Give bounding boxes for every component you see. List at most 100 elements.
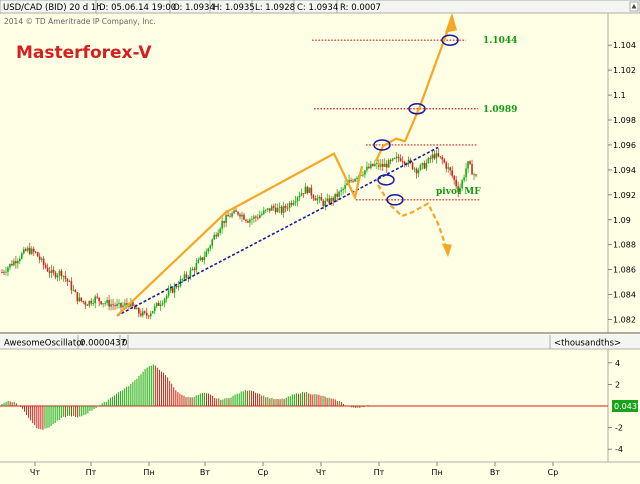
candle-body [308, 187, 311, 193]
candle-body [340, 190, 342, 192]
candle-body [350, 180, 352, 181]
candle-body [70, 281, 73, 291]
candle-body [64, 275, 67, 279]
candle-body [46, 267, 49, 272]
time-tick-label: Ср [548, 468, 559, 477]
analysis-overlays: 1.1044 1.0989 pivot MF [116, 12, 517, 317]
time-tick-label: Вт [490, 468, 500, 477]
candle-body [310, 187, 313, 196]
osc-tick-label: 4 [615, 359, 620, 368]
candle-body [330, 197, 333, 204]
candle-body [393, 158, 396, 159]
candle-body [465, 168, 467, 178]
candle-body [30, 248, 33, 254]
candle-body [213, 234, 216, 240]
candle-body [374, 163, 376, 166]
candle-body [354, 178, 356, 182]
candle-body [217, 232, 219, 237]
price-tick-label: 1.096 [613, 141, 636, 150]
candle-body [145, 312, 148, 316]
candle-body [368, 166, 370, 169]
price-tick-label: 1.1 [613, 91, 626, 100]
level-marker [441, 34, 459, 46]
time-tick-label: Пт [374, 468, 385, 477]
candle-body [169, 288, 172, 291]
candle-body [28, 247, 31, 254]
candle-body [415, 168, 418, 174]
time-tick-label: Пн [143, 468, 154, 477]
candle-body [364, 170, 366, 175]
candle-body [296, 197, 299, 202]
candle-body [302, 193, 305, 195]
osc-tick-label: 2 [615, 380, 620, 389]
candle-body [381, 163, 384, 167]
price-tick-label: 1.084 [613, 291, 636, 300]
candle-body [124, 303, 126, 306]
candle-body [278, 206, 281, 208]
candle-body [203, 256, 206, 260]
candle-body [346, 183, 348, 186]
candle-body [387, 159, 390, 168]
candle-body [223, 220, 225, 223]
candle-body [219, 228, 221, 233]
candle-body [231, 213, 233, 217]
price-tick-label: 1.088 [613, 241, 636, 250]
indicator-param: 0 [122, 339, 127, 349]
candle-body [56, 275, 59, 278]
oscillator-bars [0, 364, 608, 430]
candle-body [471, 164, 473, 175]
candle-body [439, 156, 442, 158]
candle-body [100, 301, 102, 305]
candle-body [143, 311, 146, 313]
swing-line [116, 152, 364, 317]
projection-stub [375, 158, 382, 168]
candle-body [274, 207, 277, 213]
candle-body [104, 302, 106, 304]
candle-body [1, 272, 3, 273]
candle-body [189, 270, 192, 278]
candle-body [461, 180, 463, 189]
candle-body [376, 163, 378, 164]
candle-body [423, 162, 426, 169]
candle-body [98, 297, 100, 302]
candle-body [74, 289, 77, 293]
candle-body [451, 170, 454, 176]
candle-body [165, 295, 168, 299]
candle-body [245, 219, 247, 222]
open-label: O: 1.0934 [173, 3, 215, 13]
candle-body [106, 300, 108, 303]
candle-body [457, 186, 459, 193]
candle-body [411, 162, 414, 169]
candle-body [385, 163, 388, 168]
time-tick-label: Пт [86, 468, 97, 477]
candle-body [177, 285, 180, 288]
candle-body [17, 260, 19, 264]
candle-body [108, 300, 110, 307]
candle-body [181, 279, 184, 280]
candle-body [126, 303, 128, 305]
candle-body [68, 281, 71, 283]
candle-body [110, 304, 112, 307]
candle-body [36, 252, 39, 257]
candle-body [171, 288, 174, 293]
candle-body [306, 186, 309, 193]
price-axis: 1.104 1.102 1.1 1.098 1.096 1.094 1.092 1.09 1.0… [608, 41, 636, 325]
candle-body [348, 180, 350, 184]
candle-body [229, 216, 231, 218]
candle-body [284, 205, 287, 208]
candle-body [391, 158, 394, 161]
candle-body [282, 205, 285, 213]
candle-body [130, 301, 132, 307]
bullish-projection [375, 18, 454, 162]
candle-body [147, 315, 150, 317]
candle-body [320, 197, 323, 201]
price-tick-label: 1.082 [613, 316, 636, 325]
current-value-label: 0.0437 [614, 402, 640, 411]
candle-body [469, 161, 471, 165]
candle-body [334, 193, 336, 201]
candle-body [50, 269, 53, 274]
arrow-down-icon [442, 243, 452, 258]
candle-body [445, 162, 448, 169]
candle-body [286, 207, 289, 209]
